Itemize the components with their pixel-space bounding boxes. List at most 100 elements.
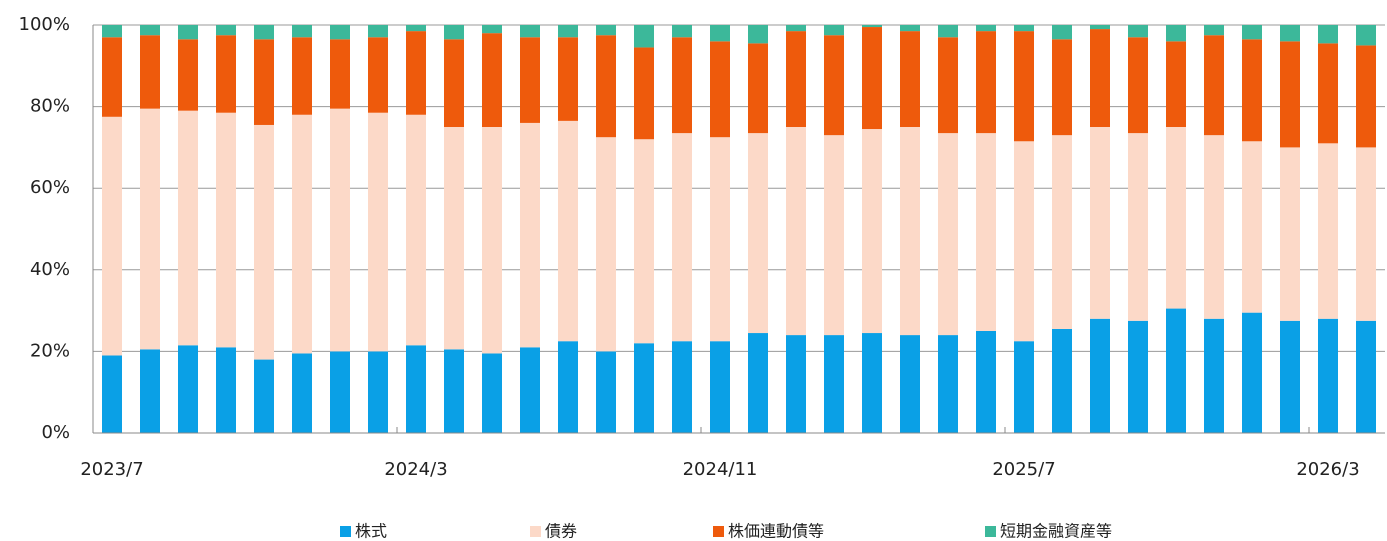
legend-label: 株式 (355, 522, 387, 541)
bar-segment (292, 37, 312, 115)
bar-segment (254, 124, 274, 360)
bar-segment (330, 25, 350, 40)
bar-segment (1204, 25, 1224, 36)
bar-segment (1242, 141, 1262, 313)
bar-segment (140, 108, 160, 350)
bar-segment (1242, 312, 1262, 433)
bar-segment (862, 27, 882, 130)
bar-segment (938, 335, 958, 433)
bar-segment (482, 33, 502, 127)
bar-segment (1318, 143, 1338, 319)
bar-segment (330, 108, 350, 352)
bar-segment (216, 347, 236, 433)
bar-segment (558, 120, 578, 342)
bar-segment (444, 25, 464, 40)
legend-swatch (340, 526, 351, 537)
bar-segment (520, 37, 540, 123)
bar-segment (482, 353, 502, 433)
bar-segment (748, 133, 768, 334)
bar-segment (1166, 25, 1186, 42)
legend-swatch (713, 526, 724, 537)
bar-segment (862, 333, 882, 433)
bar-segment (1204, 135, 1224, 319)
bar-segment (1242, 39, 1262, 142)
bar-segment (1014, 25, 1034, 32)
x-tick-label: 2024/11 (683, 459, 758, 480)
bar-segment (1204, 318, 1224, 433)
bar-segment (368, 37, 388, 113)
x-tick-label: 2023/7 (80, 459, 143, 480)
bar-segment (1052, 25, 1072, 40)
bar-segment (710, 341, 730, 433)
bar-segment (786, 127, 806, 336)
y-tick-label: 60% (30, 177, 70, 198)
bar-segment (596, 137, 616, 352)
bar-segment (976, 31, 996, 134)
bar-segment (900, 31, 920, 127)
bar-segment (596, 35, 616, 138)
y-tick-label: 80% (30, 96, 70, 117)
bar-segment (1356, 45, 1376, 148)
legend-swatch (985, 526, 996, 537)
bar-segment (862, 129, 882, 334)
bar-segment (1090, 127, 1110, 319)
bar-segment (140, 349, 160, 433)
bar-segment (1128, 37, 1148, 134)
bar-segment (1166, 41, 1186, 127)
bar-segment (1052, 328, 1072, 433)
bar-segment (140, 35, 160, 109)
bar-segment (254, 39, 274, 125)
bar-segment (1280, 25, 1300, 42)
bar-segment (368, 112, 388, 352)
bar-segment (976, 25, 996, 32)
bar-segment (216, 112, 236, 348)
bar-segment (254, 25, 274, 40)
bar-segment (824, 335, 844, 433)
bar-segment (634, 343, 654, 433)
bar-segment (1318, 43, 1338, 144)
bar-segment (482, 127, 502, 354)
legend-label: 債券 (545, 522, 577, 541)
bar-segment (330, 39, 350, 109)
bar-segment (938, 25, 958, 38)
bar-segment (1014, 141, 1034, 342)
bar-segment (710, 41, 730, 138)
bar-segment (1280, 320, 1300, 433)
bar-segment (102, 37, 122, 117)
bar-segment (520, 25, 540, 38)
bar-segment (900, 335, 920, 433)
bar-segment (406, 345, 426, 433)
bar-segment (1204, 35, 1224, 136)
bar-segment (748, 43, 768, 134)
bar-segment (178, 25, 198, 40)
bar-segment (710, 25, 730, 42)
bar-segment (292, 114, 312, 354)
bar-segment (102, 116, 122, 356)
bar-segment (406, 31, 426, 115)
bar-segment (444, 39, 464, 127)
bar-segment (862, 25, 882, 28)
bar-segment (1014, 341, 1034, 433)
bar-segment (1090, 318, 1110, 433)
bar-segment (102, 25, 122, 38)
bar-segment (824, 135, 844, 336)
bar-segment (824, 25, 844, 36)
bar-segment (406, 114, 426, 346)
x-tick-label: 2026/3 (1296, 459, 1359, 480)
bar-segment (938, 37, 958, 134)
bar-segment (216, 25, 236, 36)
bar-segment (672, 25, 692, 38)
bar-segment (938, 133, 958, 336)
y-tick-label: 40% (30, 259, 70, 280)
bar-segment (444, 127, 464, 350)
bar-segment (444, 349, 464, 433)
bar-segment (672, 341, 692, 433)
bar-segment (1318, 318, 1338, 433)
bar-segment (900, 127, 920, 336)
bar-segment (672, 37, 692, 134)
bar-segment (1052, 135, 1072, 329)
bar-segment (1128, 133, 1148, 321)
bar-segment (748, 333, 768, 433)
x-tick-label: 2025/7 (992, 459, 1055, 480)
